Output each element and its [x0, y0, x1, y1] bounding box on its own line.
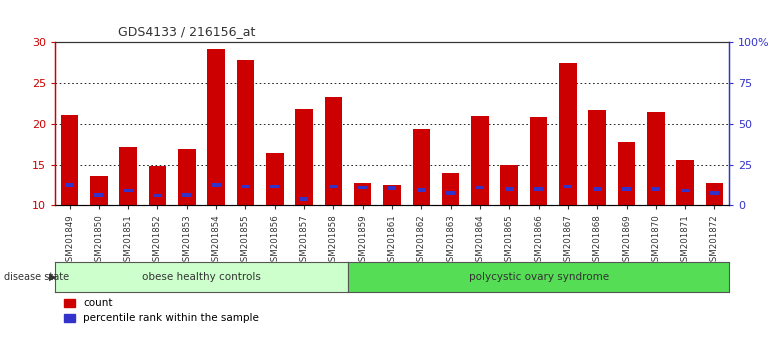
Bar [706, 183, 724, 205]
Text: obese healthy controls: obese healthy controls [142, 272, 261, 282]
Bar [178, 149, 195, 205]
Bar [124, 189, 132, 193]
Bar [354, 183, 372, 205]
Bar [500, 165, 518, 205]
Bar [296, 109, 313, 205]
Bar [534, 187, 543, 191]
Bar [358, 185, 367, 189]
Bar [442, 173, 459, 205]
Bar [618, 142, 635, 205]
Bar [446, 191, 455, 195]
Bar [559, 63, 577, 205]
Bar [412, 129, 430, 205]
Text: polycystic ovary syndrome: polycystic ovary syndrome [469, 272, 608, 282]
Bar [207, 49, 225, 205]
Bar [241, 185, 250, 188]
Bar [325, 97, 342, 205]
Bar [153, 194, 162, 198]
Bar [622, 187, 631, 191]
Bar [94, 193, 103, 196]
Bar [530, 116, 547, 205]
Bar [183, 193, 191, 196]
Bar [119, 147, 137, 205]
Bar [237, 61, 254, 205]
Bar [329, 185, 338, 188]
Bar [476, 185, 485, 189]
Bar [299, 197, 308, 201]
Bar [677, 160, 694, 205]
Bar [505, 187, 514, 191]
Text: disease state: disease state [4, 272, 69, 282]
Bar [90, 176, 107, 205]
Bar [65, 183, 74, 187]
Bar [60, 115, 78, 205]
Bar [383, 185, 401, 205]
Bar [471, 116, 488, 205]
Bar [387, 187, 397, 190]
Text: GDS4133 / 216156_at: GDS4133 / 216156_at [118, 25, 255, 38]
Bar [266, 153, 284, 205]
Bar [270, 185, 279, 188]
Bar [589, 110, 606, 205]
Bar [417, 188, 426, 192]
Bar [593, 187, 601, 191]
Bar [564, 185, 572, 188]
Legend: count, percentile rank within the sample: count, percentile rank within the sample [60, 294, 263, 327]
Bar [681, 189, 690, 193]
Bar [212, 183, 220, 187]
Bar [647, 112, 665, 205]
Bar [149, 166, 166, 205]
Bar [710, 191, 719, 195]
Bar [652, 187, 660, 191]
Text: ▶: ▶ [49, 272, 56, 282]
